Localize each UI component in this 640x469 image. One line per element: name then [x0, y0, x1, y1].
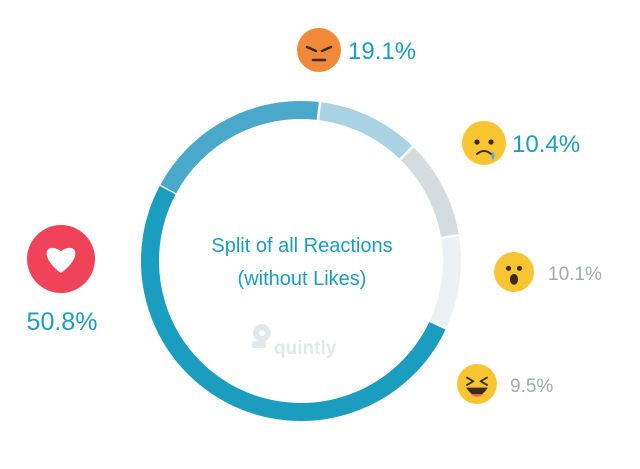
slice-heart-love: [141, 185, 447, 421]
slice-separator: [439, 233, 461, 240]
slice-value-label: 10.4%: [512, 131, 580, 158]
quintly-logo-icon: [252, 324, 272, 348]
donut-ring: [141, 100, 461, 421]
wow-face-icon: [494, 252, 534, 292]
chart-subtitle: (without Likes): [238, 268, 367, 290]
slice-value-label: 10.1%: [548, 264, 602, 285]
heart-love-icon: [27, 225, 95, 293]
chart-title: Split of all Reactions: [211, 235, 392, 257]
slice-angry-face: [159, 101, 321, 195]
slice-labels: 50.8% 19.1% 10.4% 10.1% 9.5%: [27, 28, 602, 404]
slice-sad-face: [317, 102, 413, 160]
sad-face-icon: [462, 121, 506, 165]
watermark: quintly: [252, 324, 337, 359]
slice-value-label: 50.8%: [27, 308, 98, 336]
watermark-text: quintly: [274, 338, 337, 359]
slice-separator: [428, 319, 448, 331]
slice-separator: [398, 144, 415, 161]
slice-haha-face: [429, 235, 461, 329]
slice-separator: [158, 184, 178, 196]
haha-face-icon: [457, 364, 497, 404]
angry-face-icon: [297, 28, 341, 72]
slice-value-label: 9.5%: [510, 376, 553, 397]
slice-wow-face: [400, 146, 459, 239]
slice-separator: [316, 100, 322, 122]
slice-value-label: 19.1%: [348, 38, 416, 65]
